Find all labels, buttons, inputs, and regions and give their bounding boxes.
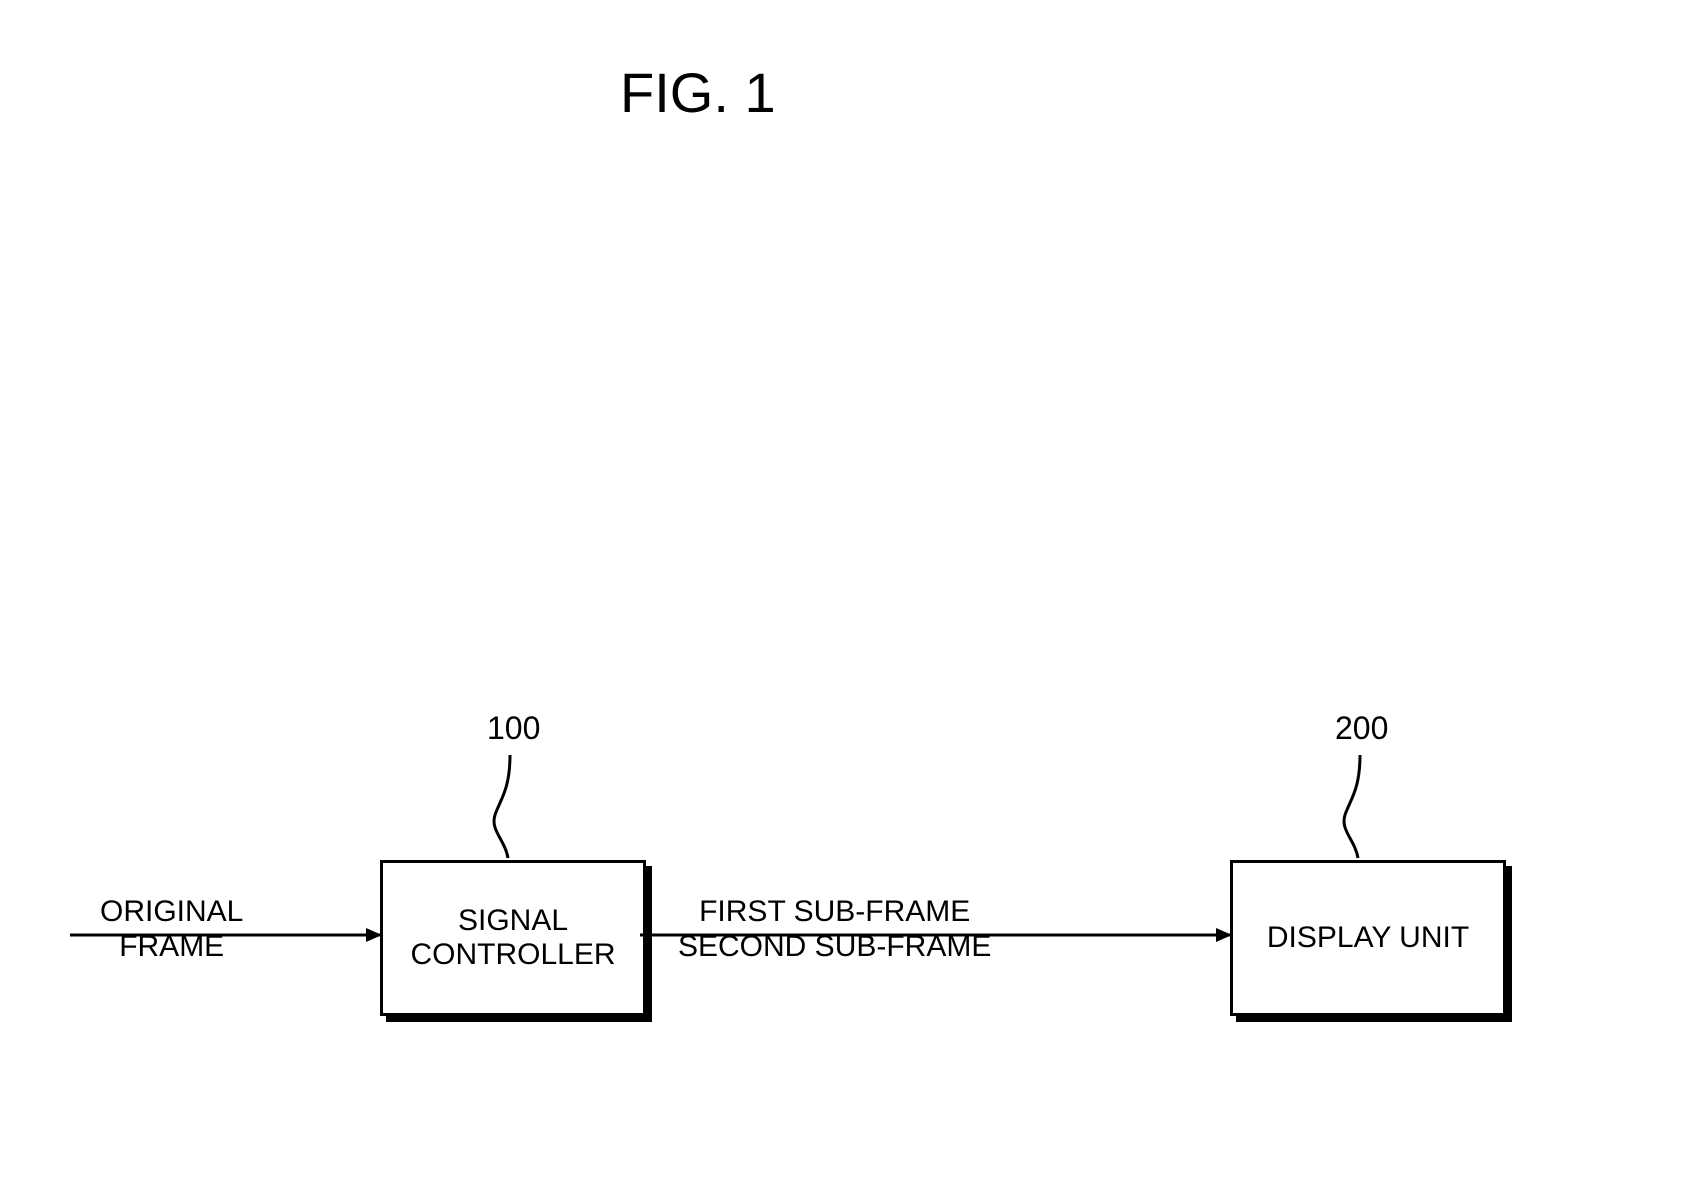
figure-canvas: FIG. 1 100 200 SIGNAL CONTROLLER DISPLAY… (0, 0, 1689, 1195)
edge-controller-to-display (0, 0, 1689, 1195)
edge-controller-to-display-label: FIRST SUB-FRAME SECOND SUB-FRAME (678, 895, 991, 964)
